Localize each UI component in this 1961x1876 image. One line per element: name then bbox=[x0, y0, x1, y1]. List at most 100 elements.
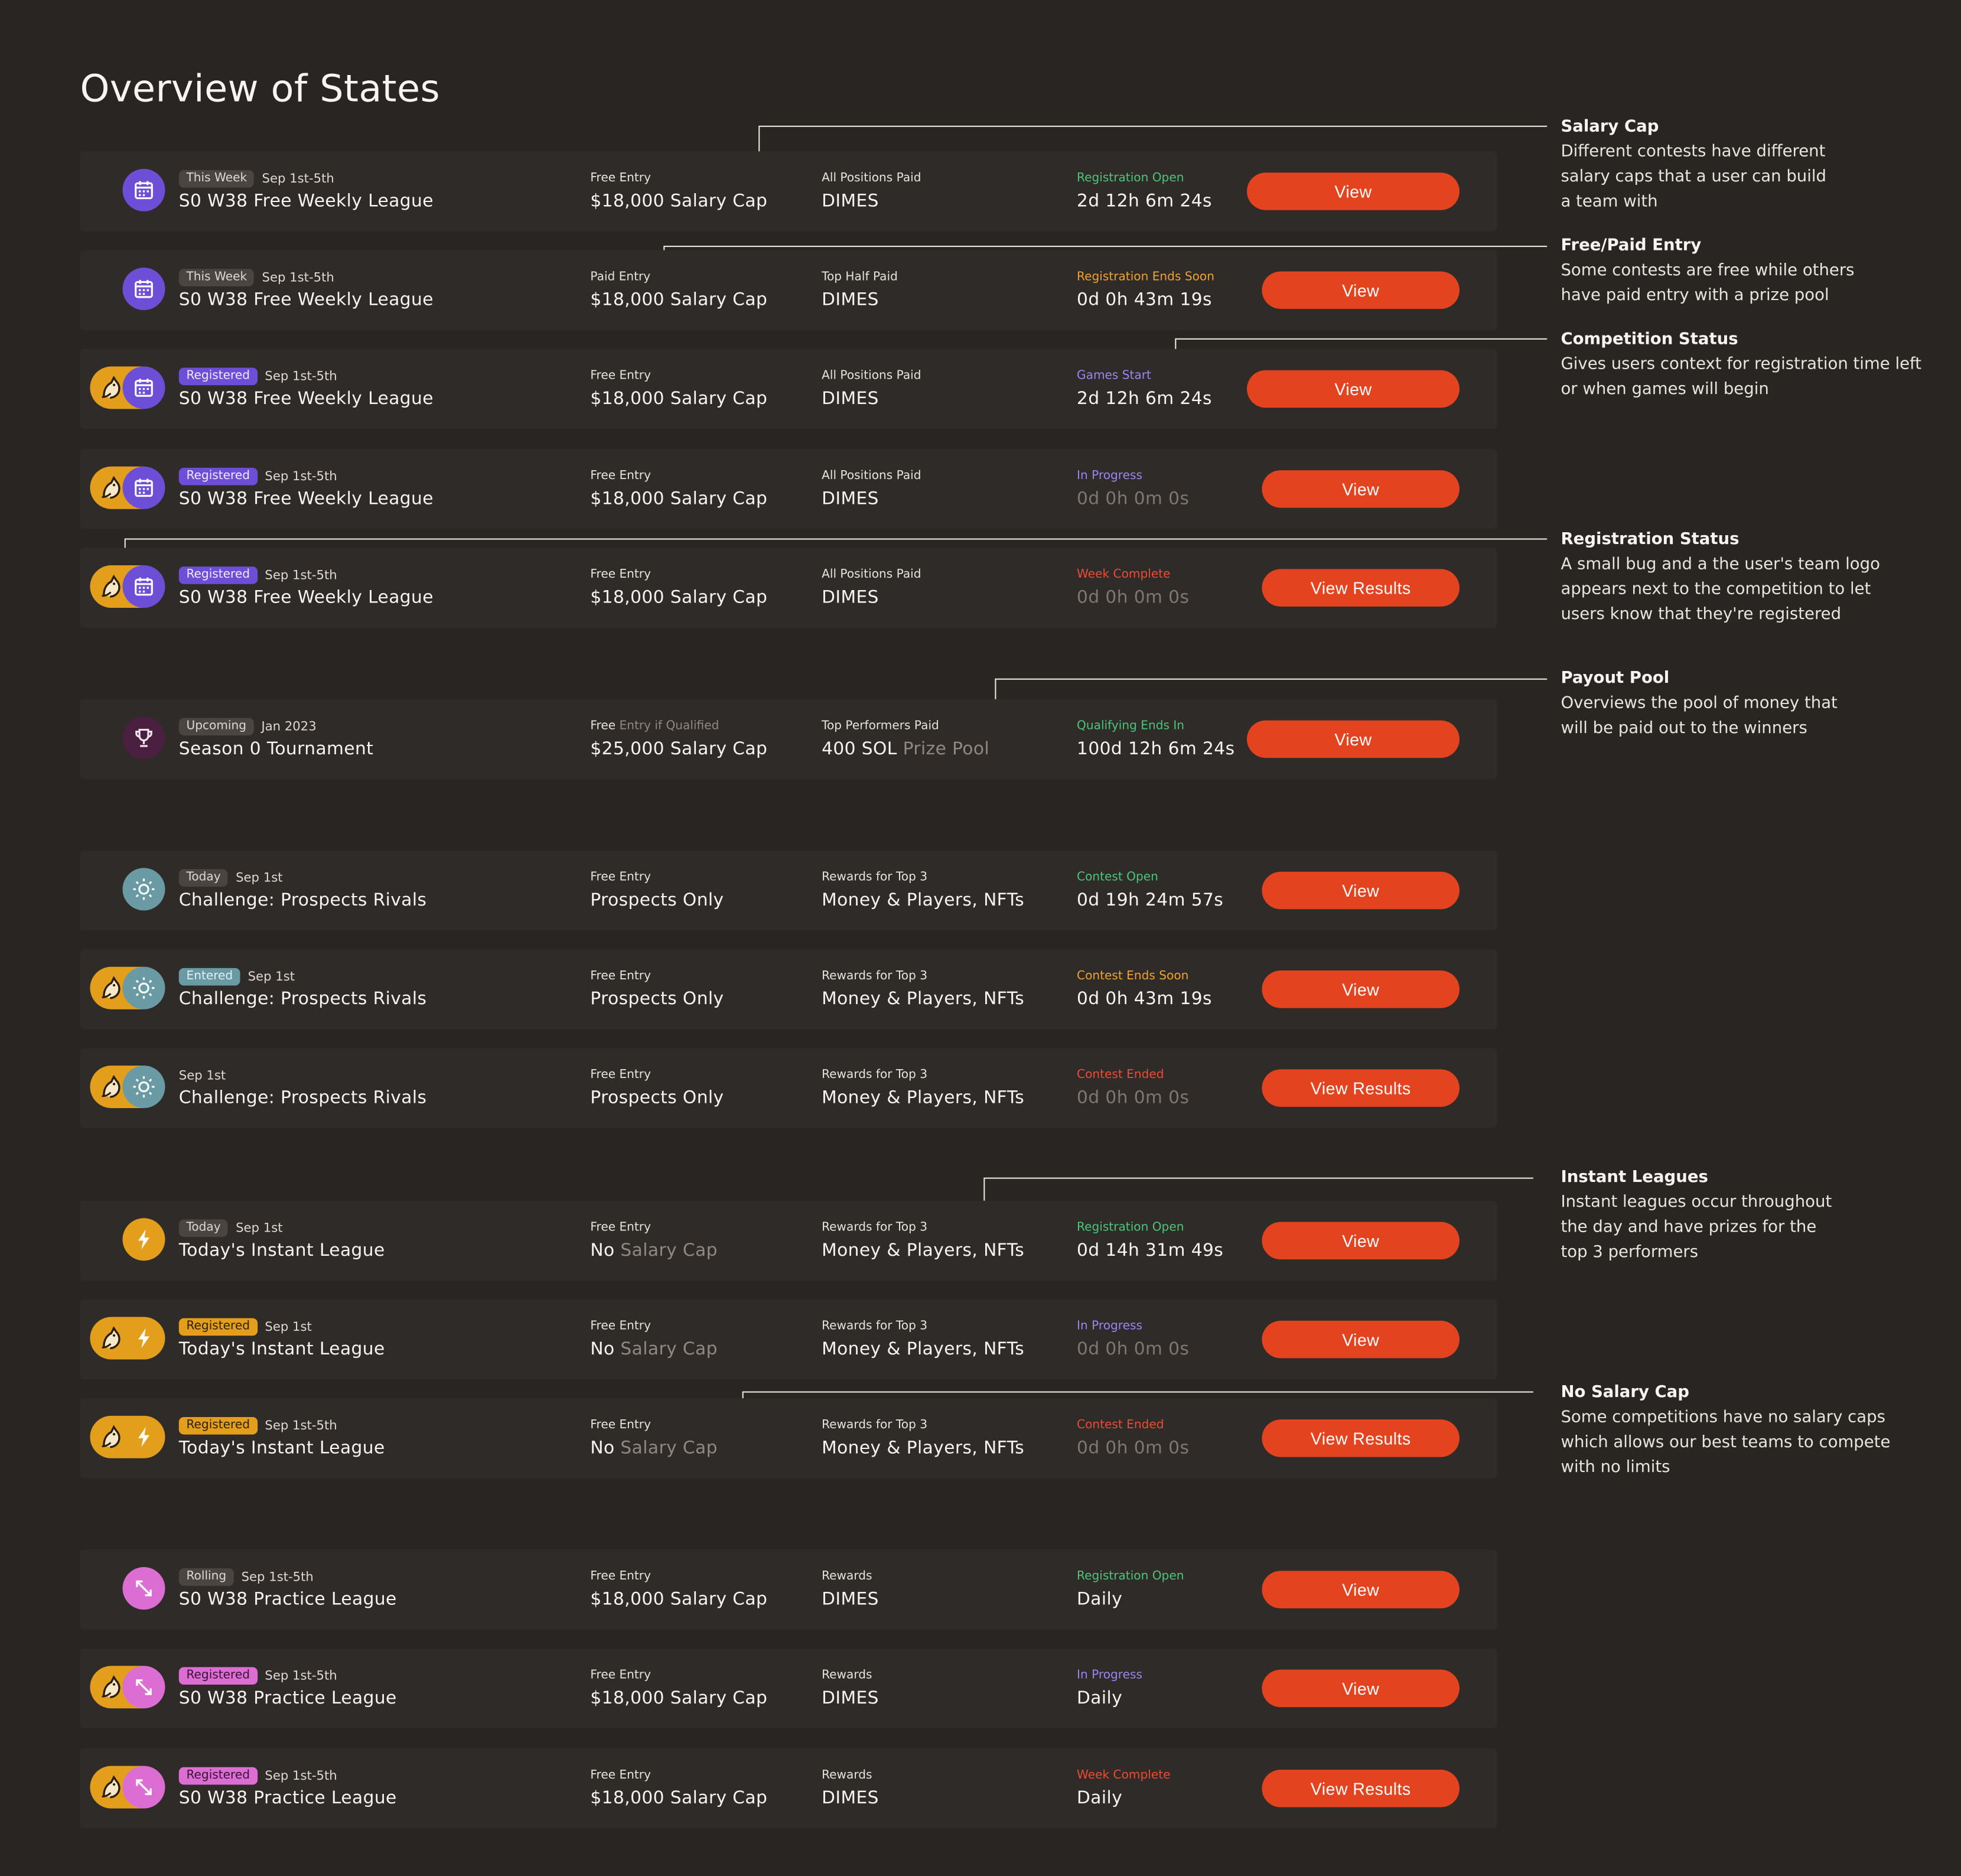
payout-column: Rewards for Top 3 Money & Players, NFTs bbox=[822, 869, 1024, 911]
countdown-timer: Daily bbox=[1077, 1688, 1123, 1709]
payout-value: Money & Players, NFTs bbox=[822, 1438, 1025, 1458]
contest-info: Registered Sep 1st Today's Instant League bbox=[178, 1318, 579, 1360]
status-badge: This Week bbox=[178, 170, 255, 188]
payout-label: All Positions Paid bbox=[822, 171, 921, 185]
payout-value: Money & Players, NFTs bbox=[822, 890, 1025, 911]
status-badge: Registered bbox=[178, 1416, 258, 1435]
entry-column: Free Entry $18,000 Salary Cap bbox=[590, 1767, 767, 1809]
annotation-line: have paid entry with a prize pool bbox=[1561, 286, 1829, 305]
status-badge: Rolling bbox=[178, 1568, 234, 1586]
payout-label: Rewards for Top 3 bbox=[822, 1418, 928, 1432]
status-label: In Progress bbox=[1077, 1668, 1142, 1682]
lightning-icon bbox=[122, 1317, 165, 1360]
view-button[interactable]: View bbox=[1262, 1571, 1460, 1608]
view-results-button[interactable]: View Results bbox=[1262, 569, 1460, 607]
countdown-timer: Daily bbox=[1077, 1788, 1123, 1809]
contest-row: Registered Sep 1st-5th S0 W38 Practice Lea… bbox=[80, 1748, 1497, 1829]
annotation-title: Salary Cap bbox=[1561, 118, 1659, 136]
status-label: In Progress bbox=[1077, 1319, 1142, 1334]
status-label: In Progress bbox=[1077, 469, 1142, 483]
payout-column: All Positions Paid DIMES bbox=[822, 367, 921, 409]
contest-info: Upcoming Jan 2023 Season 0 Tournament bbox=[178, 718, 579, 759]
status-column: Week Complete Daily bbox=[1077, 1767, 1170, 1809]
status-badge: Registered bbox=[178, 467, 258, 486]
entry-column: Free Entry $18,000 Salary Cap bbox=[590, 1568, 767, 1610]
team-logo-icon bbox=[90, 1066, 132, 1108]
status-column: Contest Ends Soon 0d 0h 43m 19s bbox=[1077, 968, 1212, 1009]
contest-info: Registered Sep 1st-5th S0 W38 Practice Lea… bbox=[178, 1767, 579, 1809]
status-label: Week Complete bbox=[1077, 568, 1171, 582]
contest-info: Registered Sep 1st-5th S0 W38 Free Weekly … bbox=[178, 367, 579, 409]
contest-date: Sep 1st-5th bbox=[265, 470, 337, 484]
payout-value: DIMES bbox=[822, 191, 879, 211]
contest-date: Sep 1st bbox=[265, 1320, 312, 1334]
view-results-button[interactable]: View Results bbox=[1262, 1770, 1460, 1807]
status-badge: This Week bbox=[178, 269, 255, 286]
countdown-timer: 0d 19h 24m 57s bbox=[1077, 890, 1224, 911]
contest-date: Sep 1st-5th bbox=[262, 172, 334, 186]
annotation-competition-status: Competition Status Gives users context f… bbox=[1561, 328, 1936, 403]
expand-arrows-icon bbox=[122, 1666, 165, 1709]
status-label: Registration Open bbox=[1077, 171, 1184, 185]
contest-date: Sep 1st bbox=[247, 969, 295, 984]
contest-info: Registered Sep 1st-5th S0 W38 Practice Lea… bbox=[178, 1667, 579, 1709]
contest-name: S0 W38 Free Weekly League bbox=[178, 191, 434, 211]
view-button[interactable]: View bbox=[1246, 370, 1460, 408]
team-logo-icon bbox=[90, 967, 132, 1009]
view-button[interactable]: View bbox=[1262, 271, 1460, 309]
view-button[interactable]: View bbox=[1262, 470, 1460, 508]
team-logo-icon bbox=[90, 467, 132, 509]
status-column: Registration Open 0d 14h 31m 49s bbox=[1077, 1219, 1223, 1261]
sun-icon bbox=[122, 1065, 165, 1108]
payout-value: Money & Players, NFTs bbox=[822, 1088, 1025, 1108]
annotation-line: Some competitions have no salary caps bbox=[1561, 1408, 1885, 1427]
contest-row: Registered Sep 1st Today's Instant League F… bbox=[80, 1299, 1497, 1380]
view-button[interactable]: View bbox=[1262, 1222, 1460, 1260]
status-badge: Entered bbox=[178, 968, 240, 986]
payout-label: Rewards for Top 3 bbox=[822, 969, 928, 983]
contest-info: Sep 1st Challenge: Prospects Rivals bbox=[179, 1067, 579, 1108]
view-button[interactable]: View bbox=[1262, 871, 1460, 910]
payout-label: Top Performers Paid bbox=[822, 719, 939, 733]
view-button[interactable]: View bbox=[1262, 970, 1460, 1008]
status-label: Contest Ends Soon bbox=[1077, 969, 1189, 983]
contest-info: Registered Sep 1st-5th S0 W38 Free Weekly … bbox=[178, 566, 579, 608]
entry-value-suffix: Salary Cap bbox=[614, 1438, 718, 1458]
contest-name: S0 W38 Free Weekly League bbox=[178, 588, 434, 608]
team-logo-icon bbox=[90, 1666, 132, 1708]
contest-row: Today Sep 1st Challenge: Prospects Rivals F… bbox=[80, 850, 1497, 931]
payout-value-suffix: Prize Pool bbox=[897, 739, 990, 760]
status-badge: Today bbox=[178, 1219, 229, 1237]
countdown-timer: 0d 0h 0m 0s bbox=[1077, 488, 1190, 509]
countdown-timer: 0d 14h 31m 49s bbox=[1077, 1240, 1224, 1261]
payout-label: All Positions Paid bbox=[822, 568, 921, 582]
view-results-button[interactable]: View Results bbox=[1262, 1419, 1460, 1457]
view-button[interactable]: View bbox=[1246, 172, 1460, 210]
contest-row: Sep 1st Challenge: Prospects Rivals Free E… bbox=[80, 1048, 1497, 1128]
payout-value: DIMES bbox=[822, 389, 879, 409]
status-column: Contest Ended 0d 0h 0m 0s bbox=[1077, 1417, 1189, 1458]
entry-value: $18,000 Salary Cap bbox=[590, 1788, 768, 1809]
contest-name: S0 W38 Practice League bbox=[178, 1688, 397, 1709]
payout-column: Rewards DIMES bbox=[822, 1667, 879, 1709]
contest-row: Entered Sep 1st Challenge: Prospects Rival… bbox=[80, 949, 1497, 1030]
status-column: Registration Open 2d 12h 6m 24s bbox=[1077, 170, 1212, 211]
annotation-line: a team with bbox=[1561, 193, 1658, 211]
payout-column: Rewards for Top 3 Money & Players, NFTs bbox=[822, 1318, 1024, 1360]
view-button[interactable]: View bbox=[1262, 1320, 1460, 1359]
entry-column: Free Entry $18,000 Salary Cap bbox=[590, 566, 767, 608]
view-button[interactable]: View bbox=[1262, 1669, 1460, 1708]
view-button[interactable]: View bbox=[1246, 720, 1460, 758]
status-label: Registration Open bbox=[1077, 1220, 1184, 1235]
payout-label: Rewards for Top 3 bbox=[822, 1319, 928, 1334]
annotation-free-paid-entry: Free/Paid Entry Some contests are free w… bbox=[1561, 234, 1923, 309]
payout-value: DIMES bbox=[822, 1590, 879, 1610]
view-results-button[interactable]: View Results bbox=[1262, 1069, 1460, 1107]
entry-value: No bbox=[590, 1240, 615, 1261]
countdown-timer: 100d 12h 6m 24s bbox=[1077, 739, 1235, 760]
payout-value: DIMES bbox=[822, 1688, 879, 1709]
annotation-line: will be paid out to the winners bbox=[1561, 719, 1807, 738]
entry-value: Prospects Only bbox=[590, 989, 724, 1009]
status-column: Contest Ended 0d 0h 0m 0s bbox=[1077, 1067, 1189, 1108]
